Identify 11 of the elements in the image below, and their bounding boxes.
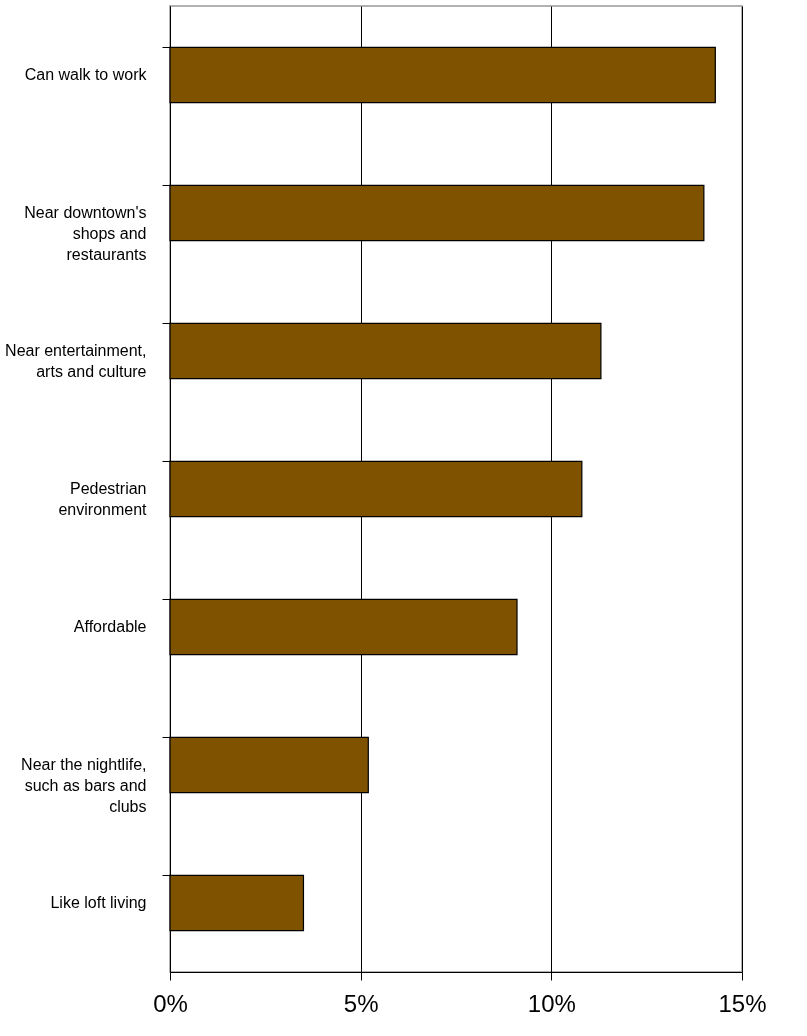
y-tick-label: Near downtown's shops and restaurants [24,204,147,263]
x-tick-label: 5% [343,989,379,1017]
x-tick-label: 0% [153,989,188,1017]
y-tick-label: Near the nightlife, such as bars and clubs [21,756,147,815]
y-tick-label: Can walk to work [24,66,148,83]
y-tick-label: Near entertainment, arts and culture [5,342,147,380]
y-tick-label: Affordable [73,618,147,635]
y-tick-label: Pedestrian environment [58,480,148,518]
y-tick-label: Like loft living [50,894,147,911]
x-tick-label: 15% [718,989,767,1017]
x-tick-label: 10% [527,989,576,1017]
